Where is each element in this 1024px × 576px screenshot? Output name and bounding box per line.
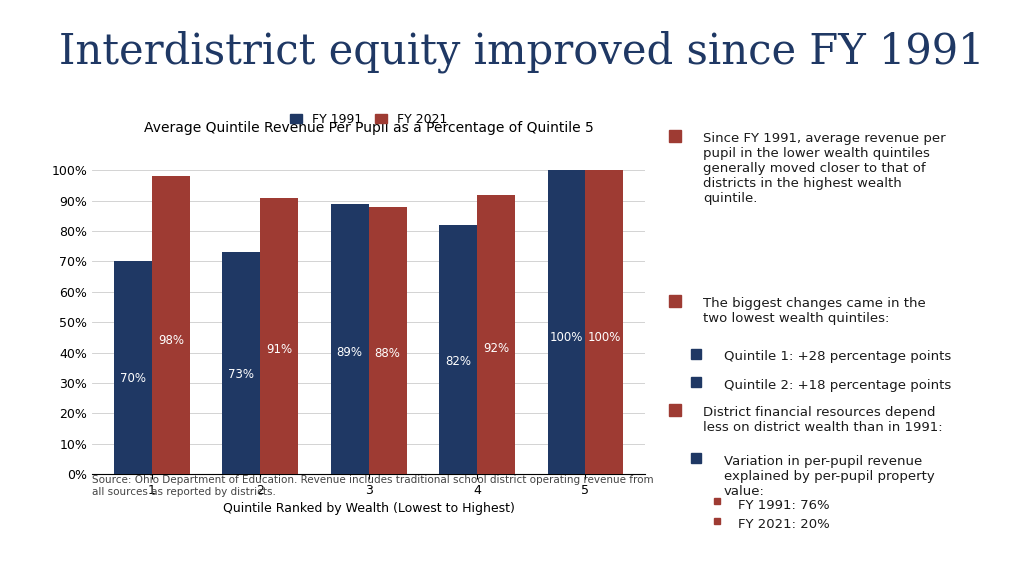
Text: District financial resources depend
less on district wealth than in 1991:: District financial resources depend less… <box>702 406 942 434</box>
Text: 100%: 100% <box>550 331 584 344</box>
Text: FY 1991: 76%: FY 1991: 76% <box>738 499 829 512</box>
Bar <box>586 170 624 474</box>
Text: The biggest changes came in the
two lowest wealth quintiles:: The biggest changes came in the two lowe… <box>702 297 926 325</box>
Bar <box>222 252 260 474</box>
Text: Quintile 1: +28 percentage points: Quintile 1: +28 percentage points <box>724 350 951 363</box>
Bar <box>114 262 152 474</box>
Bar <box>152 176 189 474</box>
Text: FY 2021: 20%: FY 2021: 20% <box>738 518 829 531</box>
Text: 70%: 70% <box>120 372 145 385</box>
Text: 73%: 73% <box>228 368 254 381</box>
Bar <box>548 170 586 474</box>
Text: 98%: 98% <box>158 334 183 347</box>
Text: 89%: 89% <box>337 346 362 359</box>
Text: 88%: 88% <box>375 347 400 360</box>
Text: Source: Ohio Department of Education. Revenue includes traditional school distri: Source: Ohio Department of Education. Re… <box>92 475 653 497</box>
Text: Quintile 2: +18 percentage points: Quintile 2: +18 percentage points <box>724 378 951 392</box>
Bar <box>439 225 477 474</box>
Text: 100%: 100% <box>588 331 622 344</box>
Text: 92%: 92% <box>483 342 509 355</box>
Text: 82%: 82% <box>445 355 471 369</box>
Bar <box>477 195 515 474</box>
Text: Since FY 1991, average revenue per
pupil in the lower wealth quintiles
generally: Since FY 1991, average revenue per pupil… <box>702 132 945 205</box>
Bar <box>369 207 407 474</box>
Text: lsc.ohio.gov: lsc.ohio.gov <box>937 549 1012 562</box>
Text: Interdistrict equity improved since FY 1991: Interdistrict equity improved since FY 1… <box>58 31 984 73</box>
X-axis label: Quintile Ranked by Wealth (Lowest to Highest): Quintile Ranked by Wealth (Lowest to Hig… <box>222 502 515 516</box>
Bar <box>260 198 298 474</box>
Title: Average Quintile Revenue Per Pupil as a Percentage of Quintile 5: Average Quintile Revenue Per Pupil as a … <box>143 120 594 135</box>
Text: 91%: 91% <box>266 343 292 356</box>
Text: Legislative Budget Office: Legislative Budget Office <box>12 549 170 562</box>
Bar <box>331 204 369 474</box>
Text: Variation in per-pupil revenue
explained by per-pupil property
value:: Variation in per-pupil revenue explained… <box>724 455 935 498</box>
Legend: FY 1991, FY 2021: FY 1991, FY 2021 <box>285 108 453 131</box>
